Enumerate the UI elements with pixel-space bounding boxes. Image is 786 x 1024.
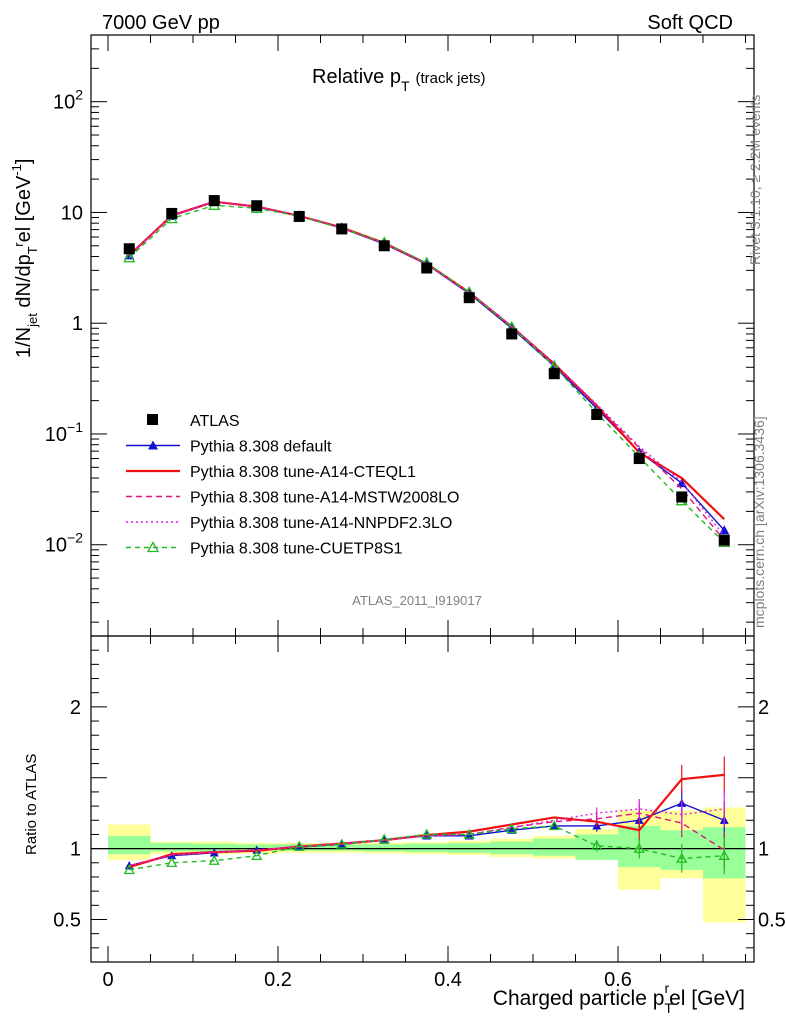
bottom-y-tick-label: 1 bbox=[70, 839, 81, 861]
band-stat-8 bbox=[448, 842, 491, 853]
ratio-series-point-4 bbox=[336, 838, 348, 849]
ratio-series-point-4 bbox=[633, 842, 645, 853]
ratio-series-point-4 bbox=[421, 828, 433, 839]
header-right: Soft QCD bbox=[647, 12, 733, 34]
data-point bbox=[208, 195, 220, 207]
x-axis-label-sup: r bbox=[664, 980, 669, 996]
legend-label-2: Pythia 8.308 tune-A14-MSTW2008LO bbox=[190, 490, 459, 507]
legend-marker-4 bbox=[146, 541, 160, 553]
bottom-y-tick-label: 2 bbox=[70, 697, 81, 719]
ratio-series-point-4 bbox=[463, 828, 475, 839]
top-y-tick-label: 1 bbox=[72, 313, 83, 335]
ratio-series-point-0 bbox=[549, 821, 559, 830]
bottom-plot-frame bbox=[90, 635, 755, 963]
ratio-series-point-4 bbox=[378, 833, 390, 844]
plot-title: Relative pT (track jets) bbox=[312, 66, 486, 94]
top-y-tick-label: 10−2 bbox=[45, 530, 83, 557]
data-point bbox=[548, 368, 560, 380]
data-point bbox=[676, 491, 688, 503]
band-stat-1 bbox=[150, 842, 193, 852]
ratio-series-point-4 bbox=[718, 849, 730, 860]
x-tick-label: 0.6 bbox=[604, 969, 632, 991]
x-axis-label-main: Charged particle p bbox=[493, 987, 665, 1010]
header-left: 7000 GeV pp bbox=[102, 12, 220, 34]
top-series-line-3 bbox=[128, 201, 725, 537]
bottom-y-tick-label-right: 1 bbox=[758, 839, 769, 861]
data-point bbox=[421, 262, 433, 274]
ratio-series-point-4 bbox=[591, 839, 603, 851]
x-tick-label: 0 bbox=[102, 969, 113, 991]
data-point bbox=[123, 243, 135, 255]
analysis-label: ATLAS_2011_I919017 bbox=[352, 593, 482, 608]
data-point bbox=[336, 223, 348, 235]
data-point bbox=[166, 207, 178, 219]
band-stat-7 bbox=[405, 843, 448, 853]
plot-title-main: Relative p bbox=[312, 66, 401, 88]
bottom-y-axis-label: Ratio to ATLAS bbox=[23, 754, 40, 855]
top-y-tick-label: 10 bbox=[61, 202, 83, 224]
data-point bbox=[591, 408, 603, 420]
top-y-tick-label: 102 bbox=[53, 87, 83, 114]
rivet-label: Rivet 3.1.10, ≥ 2.2M events bbox=[747, 95, 763, 265]
data-point bbox=[251, 200, 263, 212]
top-y-tick-label: 10−1 bbox=[45, 419, 83, 446]
bottom-y-tick-label-right: 2 bbox=[758, 697, 769, 719]
ratio-series-point-4 bbox=[208, 854, 220, 865]
legend-label-3: Pythia 8.308 tune-A14-NNPDF2.3LO bbox=[190, 515, 452, 532]
ratio-series-point-4 bbox=[506, 822, 518, 834]
plot-title-tail: (track jets) bbox=[416, 70, 486, 87]
x-axis-label: Charged particle pTrel [GeV] bbox=[493, 980, 745, 1016]
legend-label-4: Pythia 8.308 tune-CUETP8S1 bbox=[190, 541, 403, 558]
x-axis-label-sub: T bbox=[664, 1000, 673, 1016]
mcplots-label: mcplots.cern.ch [arXiv:1306.3436] bbox=[751, 416, 767, 628]
legend-label-data: ATLAS bbox=[190, 413, 240, 430]
legend-label-1: Pythia 8.308 tune-A14-CTEQL1 bbox=[190, 464, 416, 481]
ratio-series-point-4 bbox=[676, 852, 688, 863]
top-series-point-4 bbox=[123, 251, 136, 263]
data-point bbox=[463, 292, 475, 304]
bottom-y-tick-label-right: 0.5 bbox=[758, 909, 786, 931]
ratio-series-point-4 bbox=[293, 840, 305, 851]
data-point bbox=[506, 328, 518, 340]
band-stat-6 bbox=[363, 844, 406, 852]
band-stat-2 bbox=[193, 843, 236, 852]
ratio-series-point-4 bbox=[251, 849, 263, 860]
x-axis-label-tail: el [GeV] bbox=[669, 987, 745, 1010]
top-series-line-0 bbox=[128, 201, 725, 531]
top-y-axis-label: 1/Njet dN/dpTrel [GeV-1] bbox=[9, 159, 40, 358]
legend-marker-data bbox=[147, 414, 158, 425]
ratio-series-point-4 bbox=[123, 864, 135, 875]
ratio-series-line-3 bbox=[129, 808, 725, 867]
band-stat-9 bbox=[490, 841, 533, 855]
x-tick-label: 0.2 bbox=[264, 969, 292, 991]
bottom-y-tick-label: 0.5 bbox=[53, 909, 81, 931]
data-point bbox=[633, 453, 645, 465]
plot-title-sub: T bbox=[401, 78, 410, 94]
legend-label-0: Pythia 8.308 default bbox=[190, 439, 332, 456]
ratio-series-point-4 bbox=[166, 856, 178, 868]
band-stat-0 bbox=[108, 835, 151, 855]
band-stat-10 bbox=[533, 838, 576, 856]
legend-marker-0 bbox=[148, 440, 158, 450]
ratio-series-line-4 bbox=[129, 825, 725, 871]
data-point bbox=[718, 534, 730, 546]
x-tick-label: 0.4 bbox=[434, 969, 462, 991]
data-point bbox=[293, 210, 305, 222]
ratio-series-point-4 bbox=[548, 820, 560, 831]
data-point bbox=[378, 240, 390, 252]
